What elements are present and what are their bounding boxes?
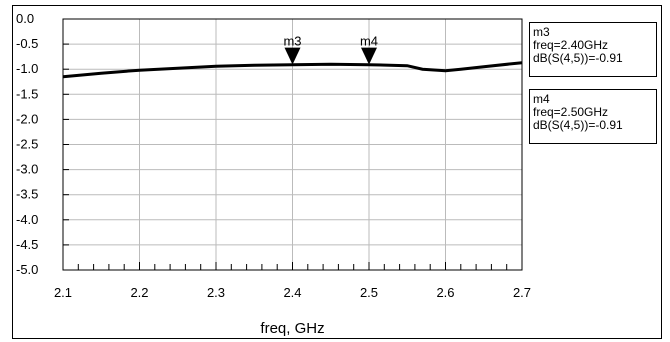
marker-triangle-m4 (361, 47, 377, 65)
y-tick-label: -5.0 (16, 262, 38, 277)
marker-tag-m3: m3 (283, 34, 301, 49)
y-tick-labels: 0.0 -0.5 -1.0 -1.5 -2.0 -2.5 -3.0 -3.5 -4.0 -4.5 -… (16, 11, 38, 277)
x-tick-labels: 2.1 2.2 2.3 2.4 2.5 2.6 2.7 (54, 285, 531, 300)
x-tick-label: 2.3 (207, 285, 225, 300)
x-axis-label: freq, GHz (260, 320, 324, 337)
x-tick-label: 2.5 (360, 285, 378, 300)
y-tick-label: -2.0 (16, 111, 38, 126)
plot-border (62, 18, 523, 271)
marker-readout-name: m3 (533, 25, 550, 39)
marker-readout-m3: m3 freq=2.40GHz dB(S(4,5))=-0.91 (529, 22, 657, 77)
y-tick-label: -1.0 (16, 61, 38, 76)
marker-readout-freq: freq=2.40GHz (533, 38, 609, 52)
x-tick-label: 2.1 (54, 285, 72, 300)
series-line (62, 61, 523, 79)
y-tick-label: 0.0 (16, 11, 34, 26)
y-tick-label: -0.5 (16, 36, 38, 51)
marker-readout-value: dB(S(4,5))=-0.91 (533, 51, 623, 65)
y-tick-label: -4.0 (16, 212, 38, 227)
marker-readout-m4: m4 freq=2.50GHz dB(S(4,5))=-0.91 (529, 89, 657, 144)
x-tick-label: 2.4 (283, 285, 301, 300)
marker-glyphs: m3 m4 (283, 34, 378, 65)
y-tick-label: -1.5 (16, 86, 38, 101)
marker-readout-freq: freq=2.50GHz (533, 105, 609, 119)
marker-readout-name: m4 (533, 92, 550, 106)
x-tick-label: 2.2 (130, 285, 148, 300)
x-tick-label: 2.7 (513, 285, 531, 300)
y-tick-label: -2.5 (16, 137, 38, 152)
marker-triangle-m3 (284, 47, 301, 65)
x-tick-label: 2.6 (436, 285, 454, 300)
y-tick-label: -3.0 (16, 162, 38, 177)
y-tick-label: -3.5 (16, 187, 38, 202)
y-tick-label: -4.5 (16, 237, 38, 252)
marker-readout-value: dB(S(4,5))=-0.91 (533, 118, 623, 132)
marker-tag-m4: m4 (360, 34, 378, 49)
